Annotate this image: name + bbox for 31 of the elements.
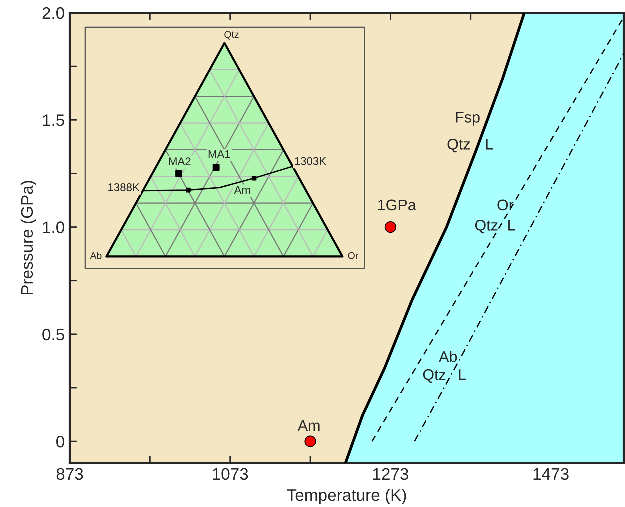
annotation: 1GPa [378, 200, 416, 211]
annotation: L [486, 139, 494, 150]
annotation: Ab [439, 351, 458, 362]
x-tick-label: 1473 [534, 468, 569, 480]
y-tick-label: 2.0 [42, 7, 64, 20]
x-tick-label: 873 [56, 468, 84, 480]
annotation: L [459, 370, 466, 380]
annotation: Am [298, 420, 320, 431]
y-tick-label: 1.0 [43, 222, 64, 234]
annotation: Qtz [448, 139, 470, 153]
line-series [344, 13, 526, 463]
annotation: Fsp [456, 112, 480, 126]
x-axis-title: Temperature (K) [287, 488, 406, 504]
y-tick-label: 0.5 [42, 328, 64, 341]
annotation: MA1 [208, 150, 230, 158]
annotation: 1303K [295, 157, 326, 166]
annotation: MA2 [169, 158, 191, 166]
annotation: Am [234, 186, 250, 194]
x-tick-label: 1273 [373, 468, 408, 480]
y-axis-title: Pressure (GPa) [20, 181, 36, 295]
x-tick-label: 1073 [213, 468, 248, 480]
annotation: Or [348, 252, 358, 260]
annotation: Or [498, 200, 514, 211]
annotation: 1388K [108, 184, 140, 192]
y-tick-label: 0 [56, 436, 64, 448]
annotation: L [508, 220, 516, 231]
annotation: Qtz [224, 31, 239, 40]
annotation: Qtz [423, 369, 446, 383]
annotation: Ab [90, 252, 102, 260]
annotation: Qtz [475, 220, 498, 234]
y-tick-label: 1.5 [43, 114, 64, 126]
